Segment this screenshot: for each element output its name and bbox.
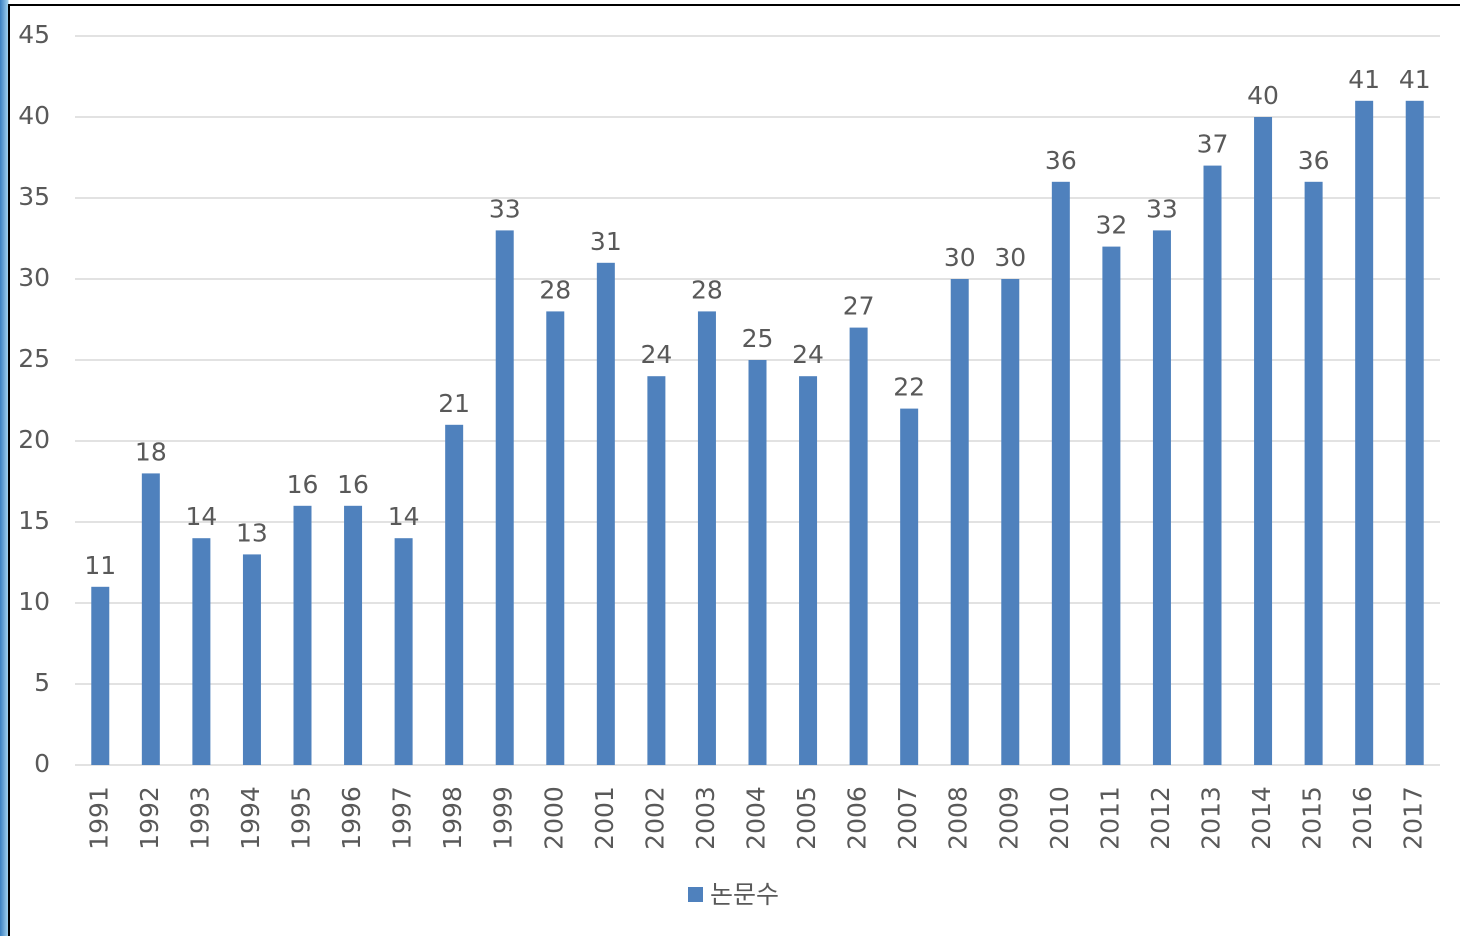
data-label: 24 [792,340,824,369]
data-label: 21 [438,389,470,418]
data-label: 37 [1197,130,1229,159]
x-tick-label: 2001 [590,786,619,850]
x-tick-label: 2010 [1045,786,1074,850]
x-tick-label: 1994 [236,786,265,850]
bar [91,586,110,765]
x-tick-label: 2006 [843,786,872,850]
x-tick-label: 2009 [994,786,1023,850]
data-label: 13 [236,518,268,547]
bar [697,311,716,765]
data-label: 22 [893,373,925,402]
bar [1102,246,1121,766]
y-tick-label: 35 [18,182,50,211]
bar [192,538,211,765]
bar [748,360,767,765]
y-tick-label: 30 [18,263,50,292]
data-label: 14 [185,502,217,531]
x-tick-label: 1995 [287,786,316,850]
bar [242,554,261,765]
y-tick-label: 15 [18,506,50,535]
chart-frame [8,4,1460,936]
x-tick-label: 1999 [489,786,518,850]
legend-label: 논문수 [710,880,779,909]
bar [1405,100,1424,766]
x-tick-label: 1998 [438,786,467,850]
data-label: 16 [287,470,319,499]
data-label: 31 [590,227,622,256]
x-tick-label: 1992 [135,786,164,850]
x-tick-label: 2013 [1197,786,1226,850]
bar [546,311,565,765]
x-tick-label: 1996 [337,786,366,850]
data-label: 27 [843,292,875,321]
bar [950,279,969,765]
bar [1203,165,1222,766]
y-tick-label: 5 [34,668,50,697]
x-tick-label: 2000 [539,786,568,850]
data-label: 36 [1298,146,1330,175]
x-tick-label: 2015 [1298,786,1327,850]
y-tick-label: 0 [34,749,50,778]
data-label: 36 [1045,146,1077,175]
x-tick-label: 1993 [185,786,214,850]
bar [141,473,160,765]
y-tick-label: 20 [18,425,50,454]
x-tick-label: 2005 [792,786,821,850]
data-label: 33 [1146,194,1178,223]
x-tick-label: 2012 [1146,786,1175,850]
x-tick-label: 2004 [742,786,771,850]
data-label: 14 [388,502,420,531]
bar [1051,181,1070,766]
data-label: 18 [135,437,167,466]
bar [849,327,868,765]
x-tick-label: 2008 [944,786,973,850]
y-tick-label: 25 [18,344,50,373]
y-tick-label: 10 [18,587,50,616]
x-tick-label: 2002 [640,786,669,850]
x-tick-label: 2016 [1348,786,1377,850]
data-label: 24 [640,340,672,369]
data-label: 30 [944,243,976,272]
data-label: 32 [1095,211,1127,240]
legend-swatch [688,887,703,902]
data-label: 40 [1247,81,1279,110]
y-tick-label: 40 [18,101,50,130]
data-label: 33 [489,194,521,223]
bar [596,262,615,765]
data-label: 11 [84,551,116,580]
x-tick-label: 1991 [84,786,113,850]
y-tick-label: 45 [18,20,50,49]
bar [394,538,413,765]
data-label: 28 [691,275,723,304]
x-tick-label: 2017 [1399,786,1428,850]
bar [495,230,514,765]
data-label: 28 [539,275,571,304]
bar [1152,230,1171,765]
bar [445,424,464,765]
bar [293,505,312,765]
bar [647,376,666,765]
bar [1001,279,1020,765]
x-tick-label: 2007 [893,786,922,850]
x-tick-label: 2011 [1095,786,1124,850]
bar [799,376,818,765]
data-label: 41 [1399,65,1431,94]
bar [1254,117,1273,765]
x-tick-label: 2014 [1247,786,1276,850]
x-tick-label: 2003 [691,786,720,850]
bar [900,408,919,765]
data-label: 41 [1348,65,1380,94]
bar [1304,181,1323,766]
bar [1355,100,1374,766]
data-label: 16 [337,470,369,499]
data-label: 25 [742,324,774,353]
x-tick-label: 1997 [388,786,417,850]
data-label: 30 [994,243,1026,272]
bar [344,505,363,765]
